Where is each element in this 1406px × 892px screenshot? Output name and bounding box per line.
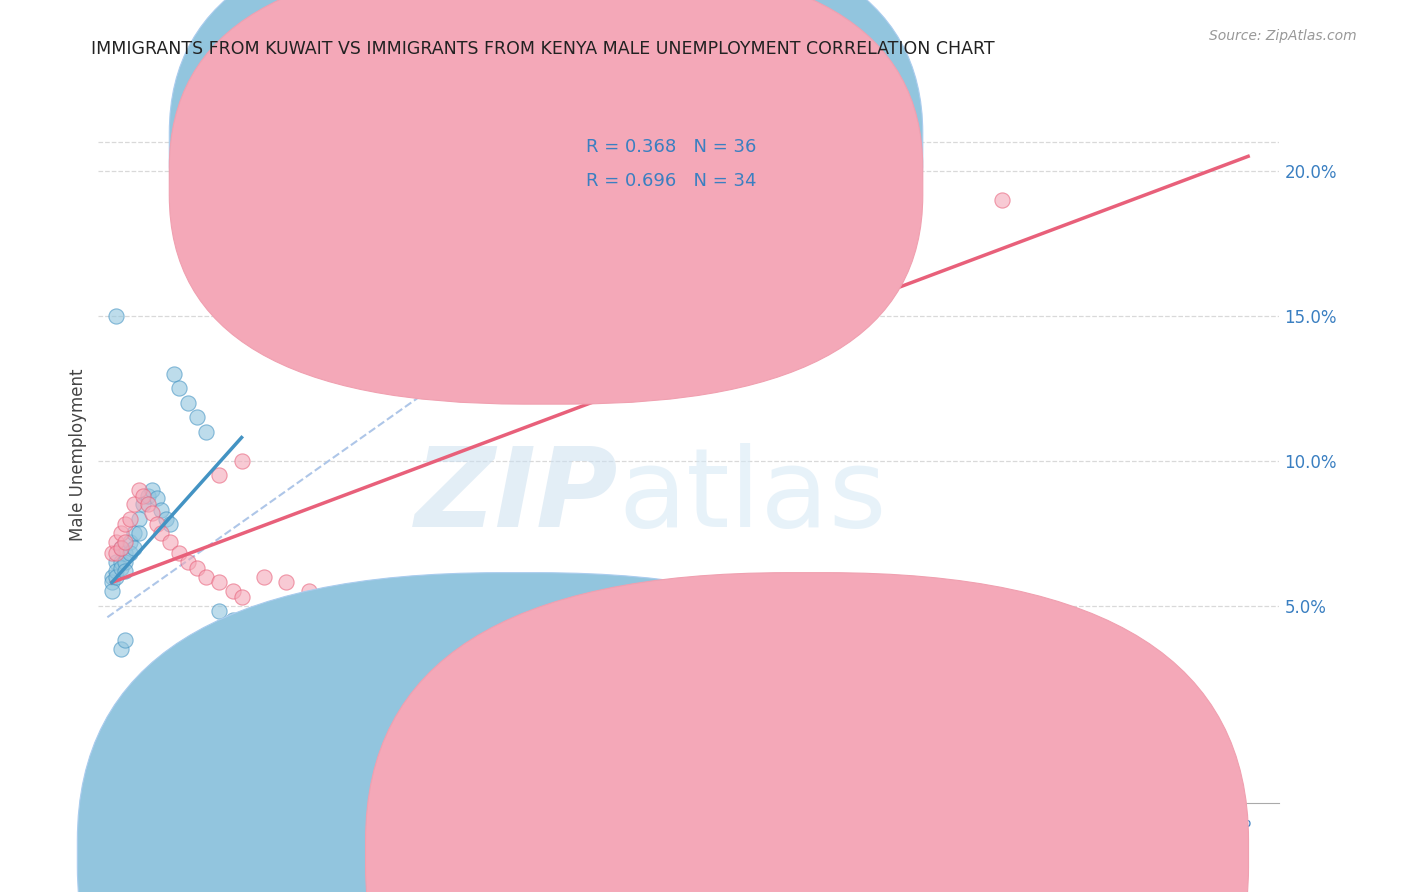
Point	[114, 633, 136, 648]
FancyBboxPatch shape	[169, 0, 922, 369]
Point	[409, 613, 432, 627]
Point	[101, 584, 124, 599]
Point	[105, 555, 128, 569]
Point	[221, 613, 243, 627]
Point	[177, 555, 200, 569]
Point	[387, 605, 409, 619]
Point	[105, 546, 128, 561]
Point	[132, 497, 155, 511]
Point	[110, 541, 132, 555]
Point	[208, 575, 231, 590]
Point	[276, 575, 298, 590]
Point	[114, 546, 136, 561]
Point	[298, 584, 321, 599]
Point	[150, 503, 173, 517]
Point	[141, 483, 163, 497]
Point	[122, 541, 145, 555]
Point	[101, 546, 124, 561]
Point	[194, 425, 217, 439]
Point	[145, 491, 167, 506]
Point	[110, 541, 132, 555]
Point	[114, 555, 136, 569]
Point	[231, 619, 253, 633]
Point	[136, 489, 159, 503]
Point	[208, 605, 231, 619]
Point	[177, 396, 200, 410]
Point	[118, 511, 141, 525]
Point	[114, 517, 136, 532]
Point	[186, 561, 208, 575]
Point	[114, 534, 136, 549]
Point	[118, 546, 141, 561]
Point	[186, 410, 208, 425]
Point	[231, 453, 253, 467]
Point	[768, 605, 790, 619]
Point	[101, 570, 124, 584]
Point	[221, 584, 243, 599]
Text: Immigrants from Kuwait: Immigrants from Kuwait	[548, 847, 733, 861]
Point	[122, 526, 145, 541]
Point	[105, 309, 128, 323]
Text: IMMIGRANTS FROM KUWAIT VS IMMIGRANTS FROM KENYA MALE UNEMPLOYMENT CORRELATION CH: IMMIGRANTS FROM KUWAIT VS IMMIGRANTS FRO…	[91, 40, 995, 58]
Y-axis label: Male Unemployment: Male Unemployment	[69, 368, 87, 541]
Point	[231, 590, 253, 604]
Point	[132, 489, 155, 503]
FancyBboxPatch shape	[501, 121, 866, 208]
Point	[110, 526, 132, 541]
Point	[128, 526, 150, 541]
Text: Immigrants from Kenya: Immigrants from Kenya	[837, 847, 1017, 861]
FancyBboxPatch shape	[169, 0, 922, 404]
Point	[364, 605, 387, 619]
Text: ZIP: ZIP	[415, 443, 619, 550]
Point	[145, 517, 167, 532]
Point	[155, 511, 177, 525]
Point	[208, 468, 231, 483]
Point	[167, 546, 190, 561]
Point	[163, 367, 186, 381]
Point	[105, 570, 128, 584]
Point	[194, 570, 217, 584]
Text: R = 0.696   N = 34: R = 0.696 N = 34	[586, 172, 756, 191]
Point	[128, 483, 150, 497]
Text: Source: ZipAtlas.com: Source: ZipAtlas.com	[1209, 29, 1357, 43]
Point	[319, 592, 342, 607]
Point	[105, 564, 128, 578]
Point	[141, 506, 163, 520]
Point	[101, 575, 124, 590]
Point	[110, 561, 132, 575]
Point	[122, 497, 145, 511]
Point	[167, 381, 190, 395]
Point	[118, 534, 141, 549]
Point	[128, 511, 150, 525]
Point	[110, 555, 132, 569]
Point	[136, 497, 159, 511]
Point	[105, 534, 128, 549]
Text: atlas: atlas	[619, 443, 887, 550]
Point	[991, 193, 1014, 207]
Point	[114, 564, 136, 578]
Point	[253, 570, 276, 584]
Text: R = 0.368   N = 36: R = 0.368 N = 36	[586, 137, 756, 156]
Point	[110, 642, 132, 657]
Point	[159, 517, 181, 532]
Point	[150, 526, 173, 541]
Point	[159, 534, 181, 549]
